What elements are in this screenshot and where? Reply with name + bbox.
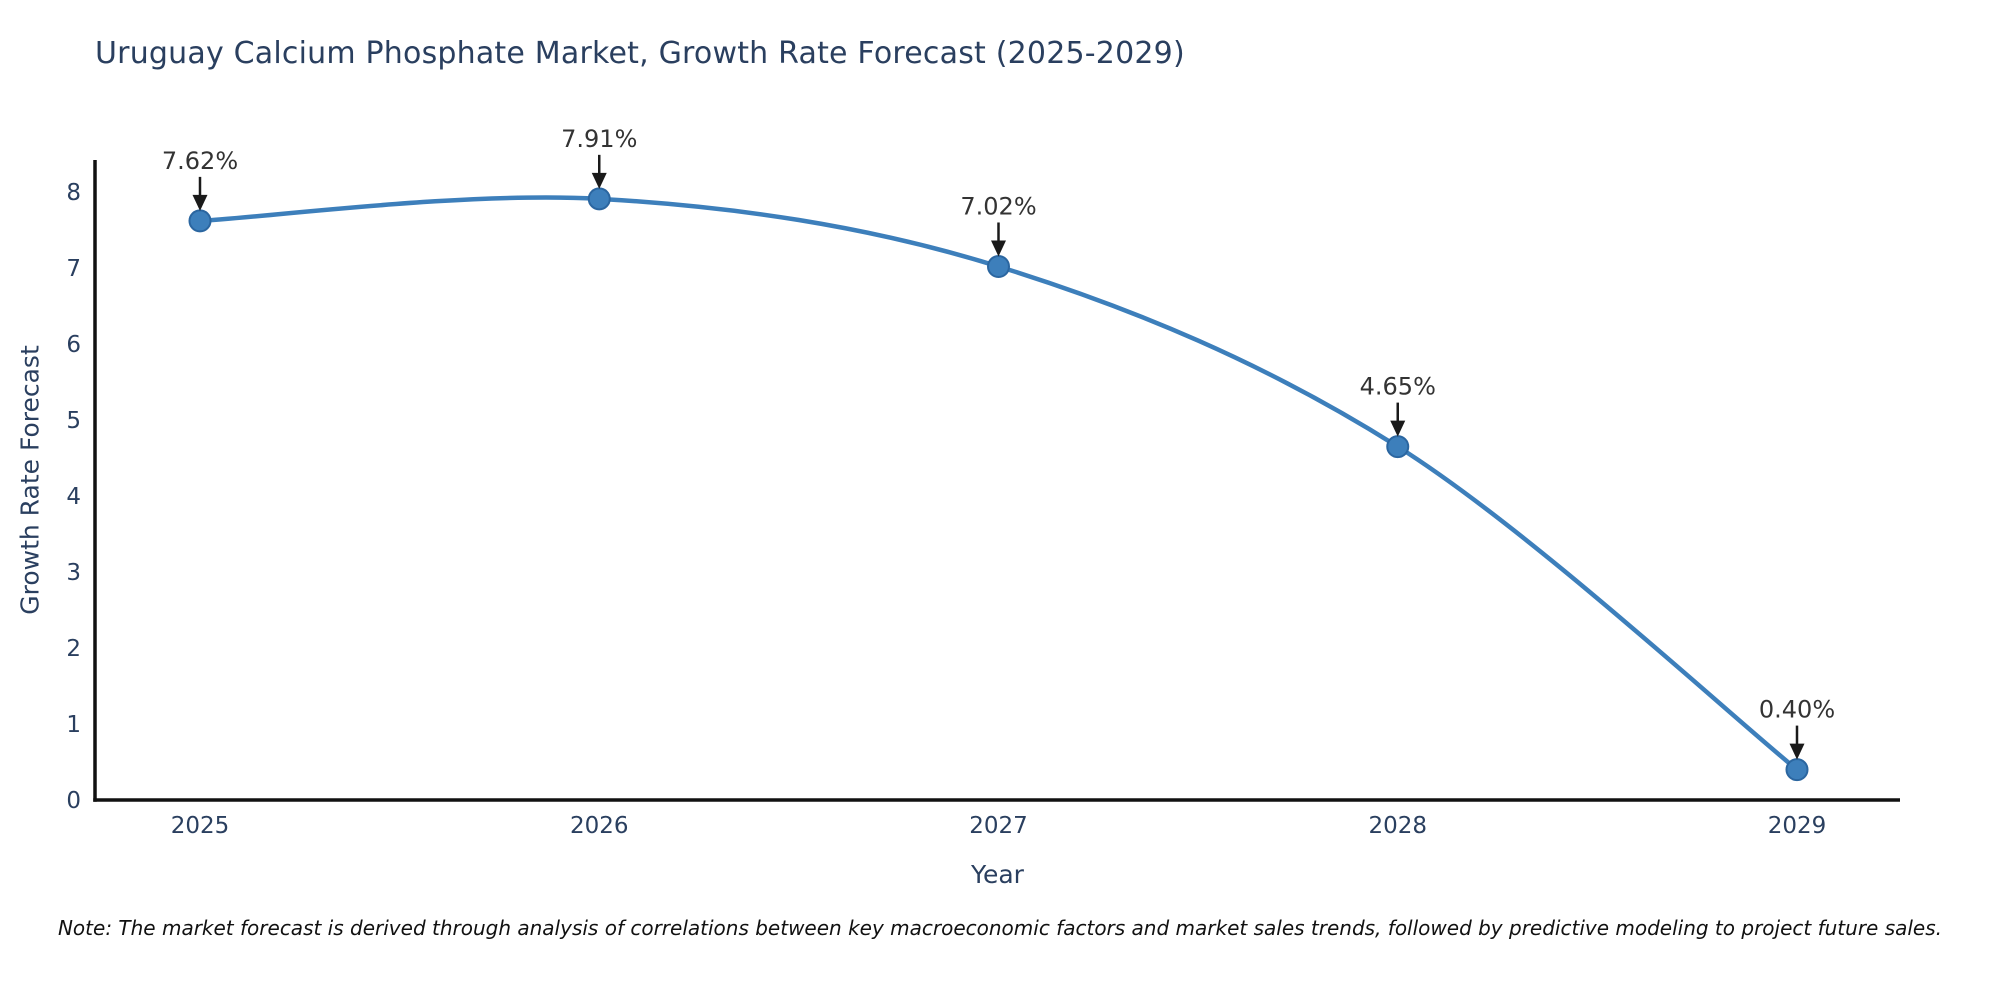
y-tick-label: 6 [66, 332, 81, 358]
x-axis-title: Year [971, 860, 1024, 889]
x-tick-label: 2028 [1368, 813, 1427, 839]
annotation-arrowhead-icon [1789, 743, 1805, 760]
annotation-arrowhead-icon [991, 240, 1006, 257]
y-axis-title: Growth Rate Forecast [15, 345, 45, 615]
forecast-line [197, 195, 1800, 772]
data-point-label: 7.02% [960, 192, 1036, 220]
footnote: Note: The market forecast is derived thr… [57, 916, 1943, 940]
annotation-arrowhead-icon [192, 194, 208, 211]
y-tick-label: 4 [66, 484, 81, 510]
y-tick-label: 8 [66, 180, 81, 206]
data-point-marker [1386, 435, 1410, 459]
data-point-marker [587, 187, 611, 211]
y-tick-label: 3 [66, 560, 81, 586]
data-point-label: 0.40% [1759, 696, 1835, 724]
annotation-arrowhead-icon [591, 172, 607, 189]
x-tick-label: 2027 [969, 813, 1028, 839]
data-point-label: 4.65% [1360, 373, 1436, 401]
chart-title: Uruguay Calcium Phosphate Market, Growth… [95, 36, 1185, 71]
x-tick-label: 2029 [1768, 813, 1827, 839]
y-tick-label: 2 [66, 636, 81, 662]
x-tick-label: 2025 [171, 813, 230, 839]
annotation-arrowhead-icon [1390, 420, 1406, 437]
data-point-marker [987, 254, 1010, 278]
y-tick-label: 5 [66, 408, 81, 434]
y-tick-label: 0 [66, 788, 81, 814]
data-point-label: 7.91% [561, 125, 637, 153]
x-tick-label: 2026 [570, 813, 629, 839]
y-tick-label: 1 [66, 712, 81, 738]
y-tick-label: 7 [66, 256, 81, 282]
data-point-marker [188, 209, 212, 233]
data-point-label: 7.62% [162, 147, 238, 175]
data-point-marker [1785, 758, 1809, 782]
